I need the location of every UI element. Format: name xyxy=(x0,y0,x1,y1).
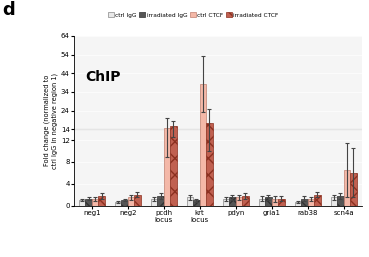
Bar xyxy=(85,198,92,206)
Bar xyxy=(128,197,134,206)
Bar xyxy=(121,200,128,206)
Bar xyxy=(229,197,236,206)
Bar xyxy=(164,128,170,206)
Bar xyxy=(314,195,321,206)
Bar xyxy=(115,202,121,206)
Text: ChIP: ChIP xyxy=(85,70,121,84)
Bar xyxy=(272,199,278,206)
Bar xyxy=(200,84,206,206)
Bar xyxy=(278,198,284,206)
Text: d: d xyxy=(2,1,15,19)
Bar xyxy=(151,199,157,206)
Bar xyxy=(157,196,164,206)
Bar xyxy=(170,126,177,206)
Bar xyxy=(337,196,344,206)
Bar xyxy=(206,123,213,206)
Y-axis label: Fold change (normalized to
ctrl IgG in negative region 1): Fold change (normalized to ctrl IgG in n… xyxy=(44,73,58,169)
Bar xyxy=(350,173,356,206)
Bar xyxy=(187,197,193,206)
Bar xyxy=(79,200,85,206)
Bar xyxy=(259,198,265,206)
Legend: ctrl IgG, irradiated IgG, ctrl CTCF, irradiated CTCF: ctrl IgG, irradiated IgG, ctrl CTCF, irr… xyxy=(106,10,281,20)
Bar xyxy=(265,197,272,206)
Bar xyxy=(92,199,98,206)
Bar xyxy=(301,198,308,206)
Bar xyxy=(295,202,301,206)
Bar xyxy=(193,200,200,206)
Bar xyxy=(308,199,314,206)
Bar xyxy=(236,197,242,206)
Bar xyxy=(344,170,350,206)
Bar xyxy=(134,195,141,206)
Bar xyxy=(223,199,229,206)
Bar xyxy=(331,197,337,206)
Bar xyxy=(242,196,249,206)
Bar xyxy=(98,196,105,206)
